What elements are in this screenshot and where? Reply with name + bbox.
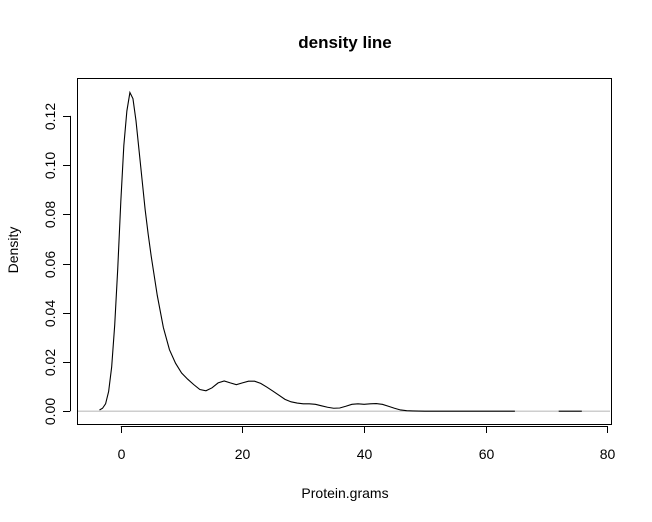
y-tick-label: 0.02 [42, 349, 58, 376]
y-tick-label: 0.06 [42, 251, 58, 278]
y-axis: 0.00 0.02 0.04 0.06 0.08 0.10 0.12 [42, 103, 71, 425]
x-axis: 0 20 40 60 80 [118, 426, 616, 462]
x-tick-label: 80 [600, 446, 616, 462]
y-axis-label: Density [5, 227, 21, 274]
y-tick-label: 0.08 [42, 201, 58, 228]
y-tick-label: 0.00 [42, 398, 58, 425]
y-tick-label: 0.10 [42, 152, 58, 179]
chart-title: density line [298, 33, 392, 52]
y-tick-label: 0.04 [42, 300, 58, 327]
x-tick-label: 20 [235, 446, 251, 462]
density-curve [99, 90, 515, 412]
y-tick-label: 0.12 [42, 103, 58, 130]
plot-frame [77, 78, 612, 425]
x-axis-label: Protein.grams [301, 485, 388, 501]
plot-area [78, 90, 610, 412]
x-tick-label: 0 [118, 446, 126, 462]
x-tick-label: 40 [357, 446, 373, 462]
x-tick-label: 60 [479, 446, 495, 462]
